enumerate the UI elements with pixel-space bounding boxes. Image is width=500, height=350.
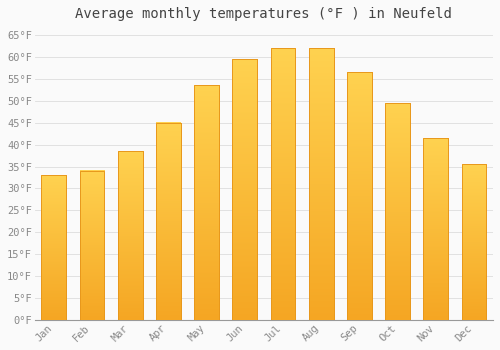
Bar [462, 164, 486, 320]
Bar [118, 151, 142, 320]
Title: Average monthly temperatures (°F ) in Neufeld: Average monthly temperatures (°F ) in Ne… [76, 7, 452, 21]
Bar [347, 72, 372, 320]
Bar [42, 175, 66, 320]
Bar [462, 164, 486, 320]
Bar [232, 59, 257, 320]
Bar [194, 85, 219, 320]
Bar [80, 171, 104, 320]
Bar [309, 48, 334, 320]
Bar [424, 138, 448, 320]
Bar [232, 59, 257, 320]
Bar [42, 175, 66, 320]
Bar [309, 48, 334, 320]
Bar [385, 103, 410, 320]
Bar [424, 138, 448, 320]
Bar [347, 72, 372, 320]
Bar [80, 171, 104, 320]
Bar [156, 123, 181, 320]
Bar [270, 48, 295, 320]
Bar [270, 48, 295, 320]
Bar [194, 85, 219, 320]
Bar [156, 123, 181, 320]
Bar [385, 103, 410, 320]
Bar [118, 151, 142, 320]
